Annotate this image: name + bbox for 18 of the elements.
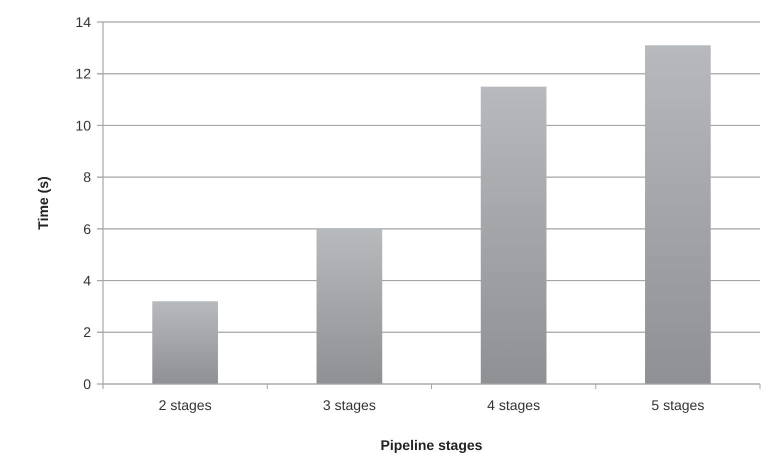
x-tick-label: 4 stages — [487, 397, 540, 413]
y-tick-label: 14 — [75, 14, 92, 30]
y-tick-label: 8 — [83, 169, 92, 186]
x-tick-label: 5 stages — [651, 397, 704, 413]
x-tick-label: 2 stages — [158, 397, 212, 413]
x-axis-title: Pipeline stages — [380, 437, 483, 453]
bar — [480, 86, 546, 384]
y-tick-label: 12 — [75, 66, 92, 82]
bar — [152, 301, 218, 384]
x-tick-label: 3 stages — [322, 397, 376, 413]
y-tick-label: 6 — [83, 220, 92, 237]
bar — [316, 230, 382, 384]
y-tick-label: 2 — [83, 324, 92, 340]
y-tick-label: 10 — [75, 117, 92, 134]
y-tick-label: 4 — [83, 272, 92, 288]
bar — [645, 45, 711, 384]
y-tick-label: 0 — [83, 376, 92, 392]
y-axis-title: Time (s) — [35, 176, 51, 230]
